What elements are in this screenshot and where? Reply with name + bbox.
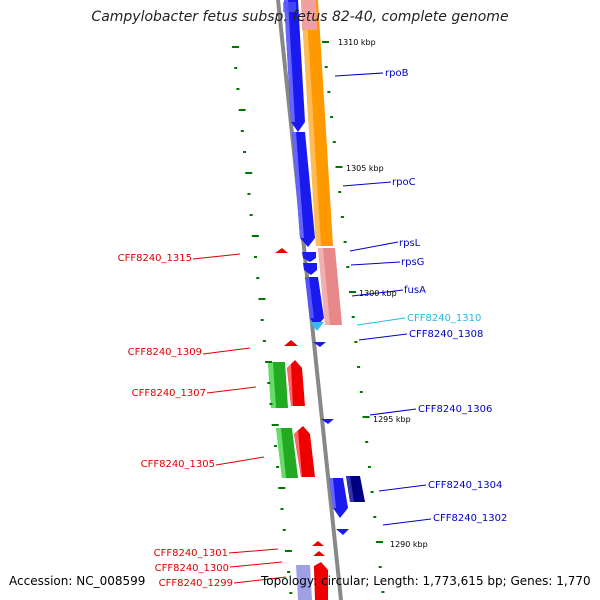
genome-stats-text: Topology: circular; Length: 1,773,615 bp… <box>261 574 591 588</box>
gene-label-1305: CFF8240_1305 <box>141 459 215 470</box>
gene-1310-arrow <box>310 322 324 331</box>
genome-title: Campylobacter fetus subsp. fetus 82-40, … <box>91 9 509 25</box>
scale-label-1295: 1295 kbp <box>373 415 411 424</box>
gene-label-1299: CFF8240_1299 <box>159 578 233 589</box>
right-tick-marks <box>322 41 385 593</box>
accession-text: Accession: NC_008599 <box>9 574 146 588</box>
gene-label-1300: CFF8240_1300 <box>155 563 229 574</box>
gene-label-fusA: fusA <box>404 285 426 296</box>
gene-label-1302: CFF8240_1302 <box>433 513 507 524</box>
gene-1300-arrow <box>313 551 325 556</box>
gene-label-rpsG: rpsG <box>401 257 424 268</box>
gene-1306-arrow <box>321 419 334 424</box>
gene-1302-arrow <box>336 529 349 535</box>
gene-1308-arrow <box>313 342 326 347</box>
gene-labels: rpoB rpoC rpsL rpsG fusA CFF8240_1310 CF… <box>118 68 508 589</box>
gene-rpsL-arrow <box>302 252 316 262</box>
leader-lines <box>192 72 432 584</box>
gene-label-1309: CFF8240_1309 <box>128 347 202 358</box>
gene-label-1306: CFF8240_1306 <box>418 404 492 415</box>
scale-labels: 1310 kbp 1305 kbp 1300 kbp 1295 kbp 1290… <box>338 38 428 549</box>
scale-label-1310: 1310 kbp <box>338 38 376 47</box>
scale-label-1300: 1300 kbp <box>359 289 397 298</box>
gene-label-1301: CFF8240_1301 <box>154 548 228 559</box>
gene-label-1307: CFF8240_1307 <box>132 388 206 399</box>
left-tick-marks <box>232 46 293 594</box>
orange-feature-band <box>301 0 333 246</box>
gene-label-rpoB: rpoB <box>385 68 409 79</box>
gene-1315-arrow <box>275 248 288 253</box>
gene-label-rpsL: rpsL <box>399 238 421 249</box>
reverse-genes <box>275 248 328 600</box>
green-genes <box>268 362 312 600</box>
gene-rpsG-arrow <box>303 263 317 275</box>
gene-1299-arrow <box>314 570 328 600</box>
pink-feature-band <box>301 0 342 325</box>
scale-label-1290: 1290 kbp <box>390 540 428 549</box>
gene-1309-arrow <box>284 340 298 346</box>
gene-label-1315: CFF8240_1315 <box>118 253 192 264</box>
gene-1301-arrow <box>312 541 324 546</box>
gene-label-rpoC: rpoC <box>392 177 416 188</box>
gene-label-1304: CFF8240_1304 <box>428 480 502 491</box>
gene-label-1308: CFF8240_1308 <box>409 329 483 340</box>
gene-label-1310: CFF8240_1310 <box>407 313 481 324</box>
scale-label-1305: 1305 kbp <box>346 164 384 173</box>
forward-genes <box>283 0 365 535</box>
